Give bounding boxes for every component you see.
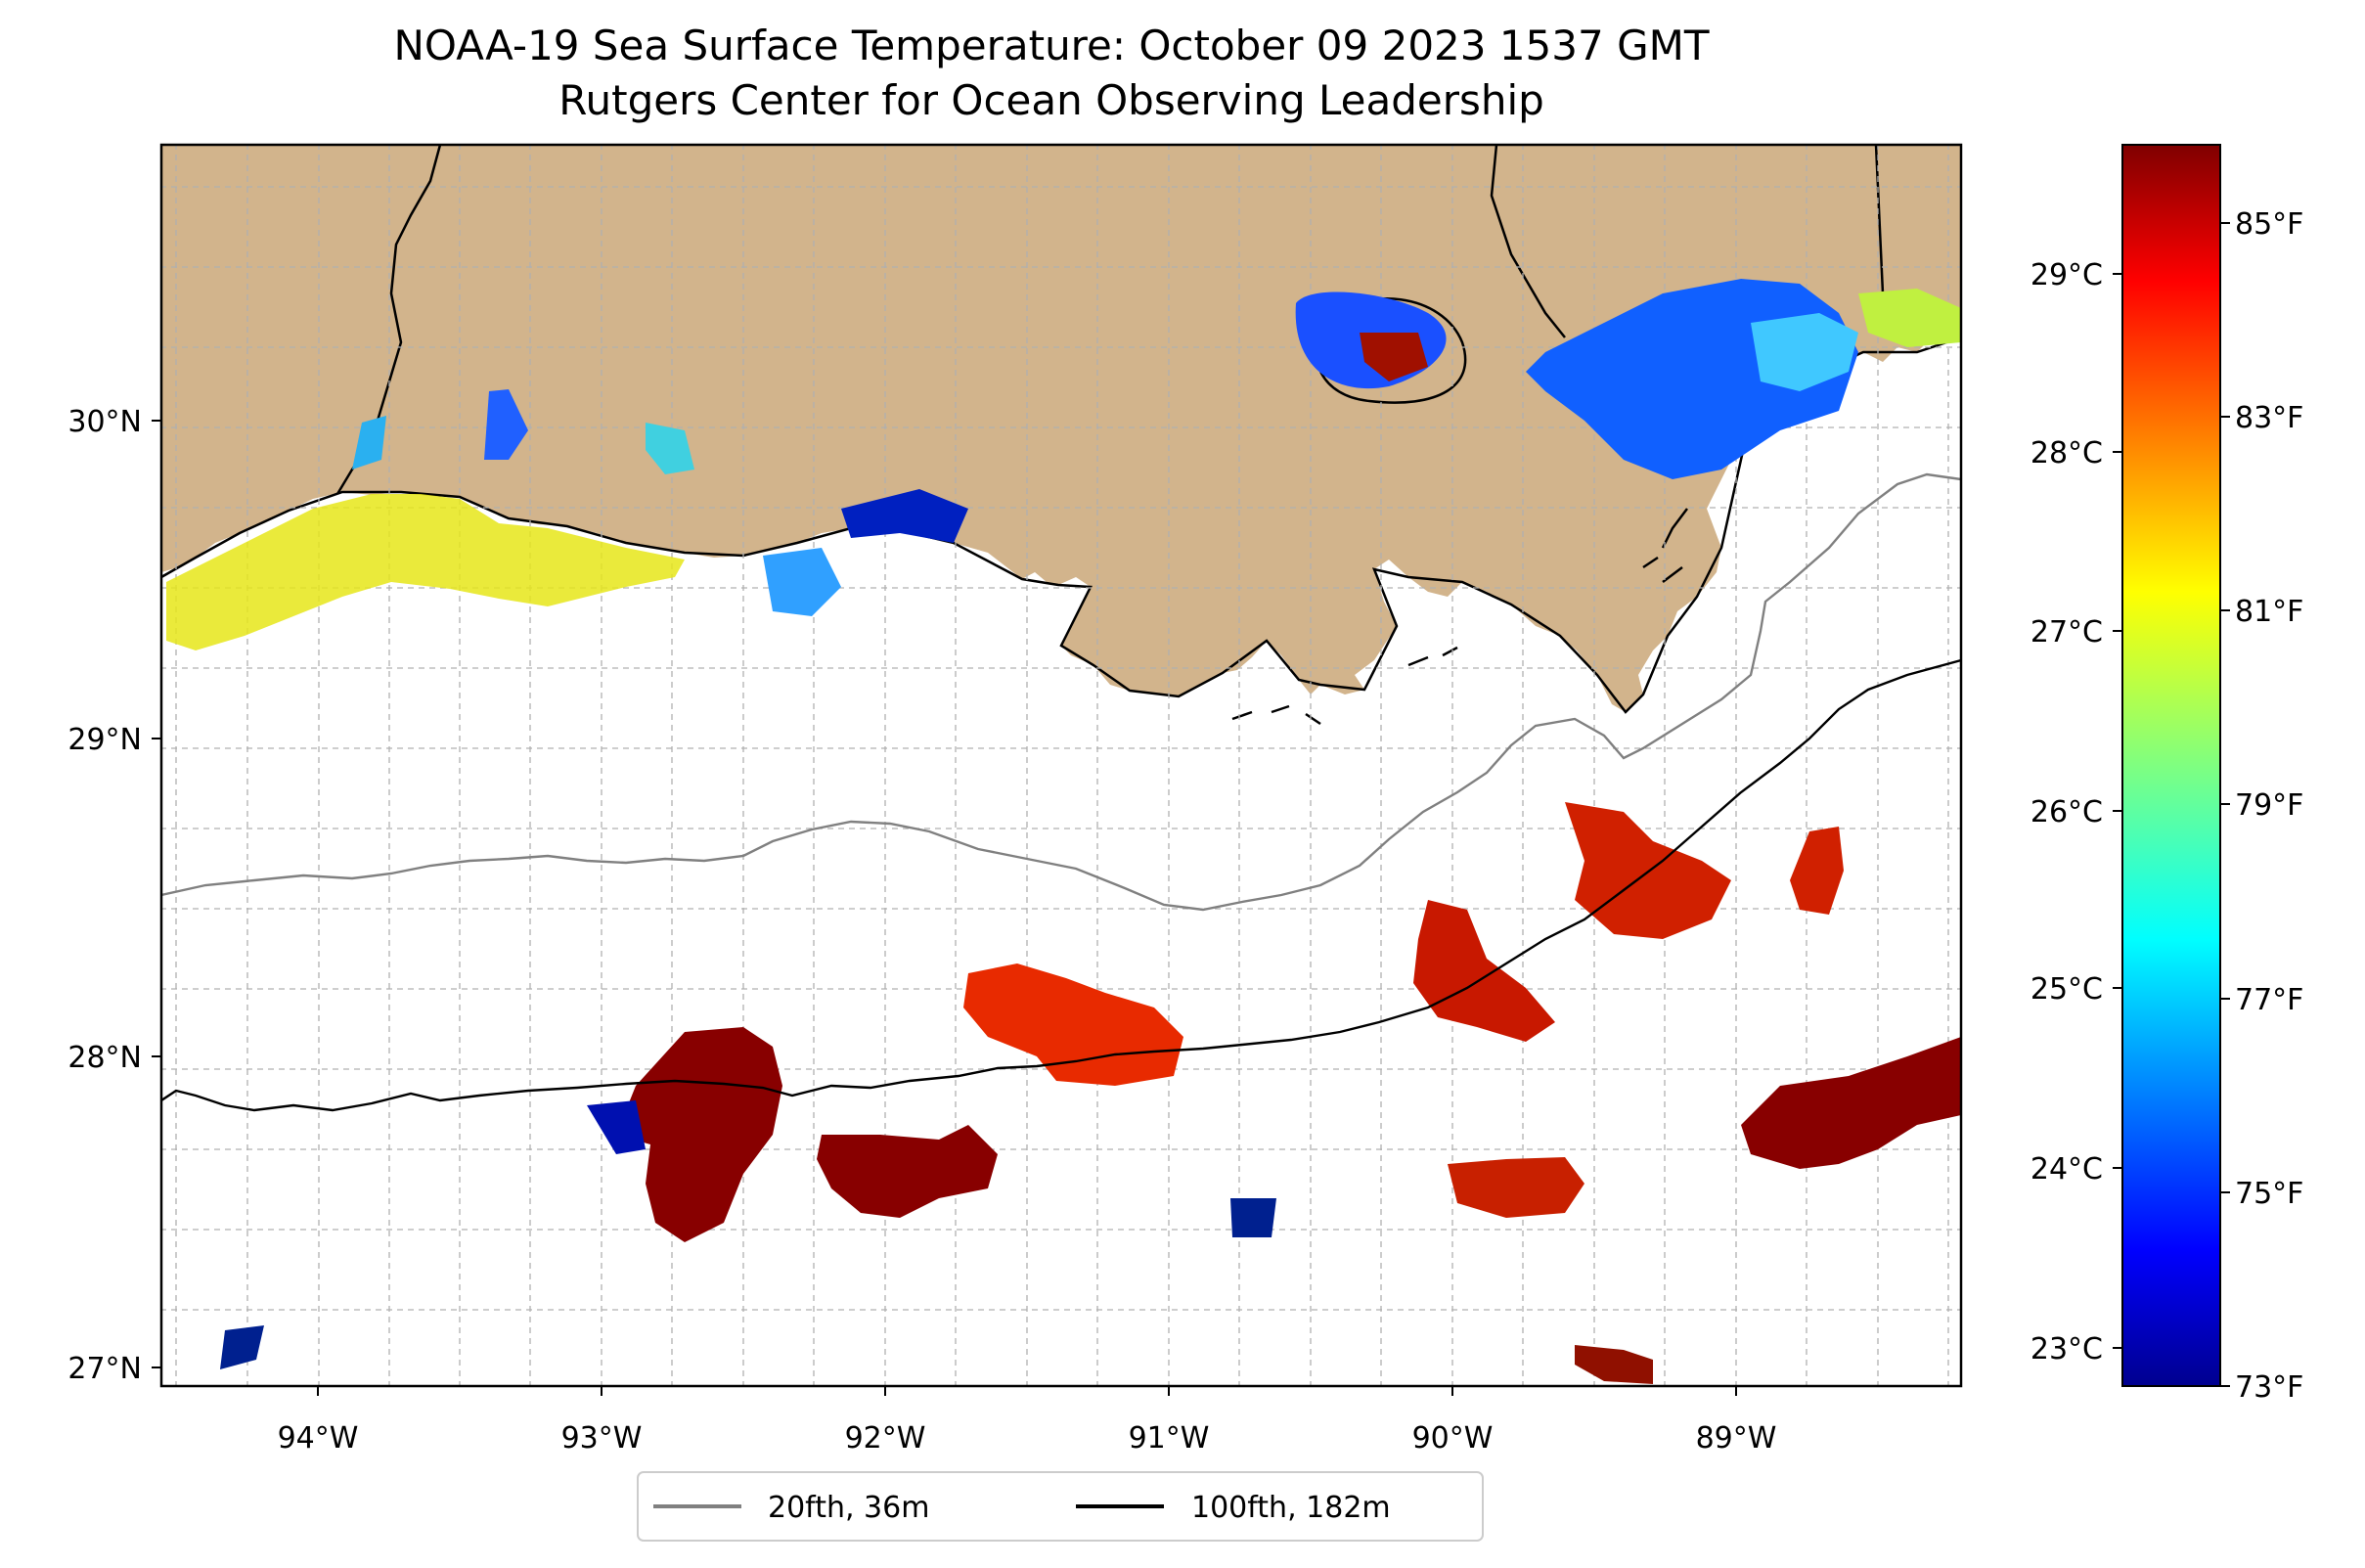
sst-patch xyxy=(1751,313,1858,391)
sst-patch xyxy=(841,489,968,543)
lat-tick-label: 27°N xyxy=(67,1352,142,1386)
sst-patch xyxy=(963,963,1183,1086)
colorbar-fahrenheit-label: 81°F xyxy=(2235,595,2303,629)
colorbar-celsius-label: 28°C xyxy=(2030,436,2103,470)
sst-patch xyxy=(1790,827,1844,915)
lat-tick-label: 28°N xyxy=(67,1041,142,1075)
map-subtitle: Rutgers Center for Ocean Observing Leade… xyxy=(558,76,1544,124)
legend-label: 100fth, 182m xyxy=(1191,1491,1391,1525)
legend-box xyxy=(637,1471,1484,1542)
sst-patch xyxy=(1360,333,1428,381)
colorbar-celsius-label: 27°C xyxy=(2030,615,2103,650)
sst-patch xyxy=(1230,1198,1276,1237)
lon-tick-label: 90°W xyxy=(1412,1421,1494,1456)
colorbar xyxy=(2121,144,2221,1387)
sst-patch xyxy=(1413,900,1555,1042)
axis-ticks xyxy=(152,420,1737,1396)
lon-tick-label: 91°W xyxy=(1129,1421,1210,1456)
colorbar-fahrenheit-label: 73°F xyxy=(2235,1370,2303,1405)
colorbar-celsius-label: 26°C xyxy=(2030,795,2103,829)
map-frame xyxy=(159,143,1963,1388)
lat-tick-label: 30°N xyxy=(67,405,142,439)
sst-patch xyxy=(1448,1157,1584,1218)
lon-tick-label: 94°W xyxy=(278,1421,359,1456)
lat-tick-label: 29°N xyxy=(67,723,142,757)
sst-patch xyxy=(1858,289,1961,347)
colorbar-celsius-label: 23°C xyxy=(2030,1332,2103,1366)
colorbar-fahrenheit-label: 79°F xyxy=(2235,788,2303,823)
colorbar-fahrenheit-label: 83°F xyxy=(2235,401,2303,435)
colorbar-fahrenheit-label: 75°F xyxy=(2235,1177,2303,1211)
sst-patch xyxy=(587,1100,646,1154)
map-title: NOAA-19 Sea Surface Temperature: October… xyxy=(393,22,1710,69)
isobath-100fth xyxy=(161,658,1961,1112)
sst-patch xyxy=(1741,1037,1961,1169)
lon-tick-label: 89°W xyxy=(1696,1421,1777,1456)
sst-patch xyxy=(817,1125,998,1218)
colorbar-celsius-label: 29°C xyxy=(2030,258,2103,292)
sst-patch xyxy=(352,416,386,470)
lon-tick-label: 93°W xyxy=(561,1421,643,1456)
isobath-20fth xyxy=(161,472,1961,912)
sst-patch xyxy=(484,389,528,460)
sst-patch xyxy=(1575,1345,1653,1384)
sst-patch xyxy=(220,1325,264,1369)
colorbar-ticks xyxy=(2113,222,2230,1387)
legend: 20fth, 36m 100fth, 182m xyxy=(637,1471,1484,1542)
sst-patch xyxy=(166,494,685,650)
sst-patch xyxy=(646,423,694,474)
legend-label: 20fth, 36m xyxy=(768,1491,929,1525)
colorbar-fahrenheit-label: 77°F xyxy=(2235,983,2303,1017)
land-mass xyxy=(161,145,1961,712)
lon-tick-label: 92°W xyxy=(845,1421,926,1456)
colorbar-celsius-label: 24°C xyxy=(2030,1152,2103,1187)
map-area xyxy=(161,145,1961,1386)
coastline xyxy=(161,145,1961,726)
colorbar-fahrenheit-label: 85°F xyxy=(2235,207,2303,242)
colorbar-celsius-label: 25°C xyxy=(2030,972,2103,1007)
sst-patch xyxy=(763,548,841,616)
